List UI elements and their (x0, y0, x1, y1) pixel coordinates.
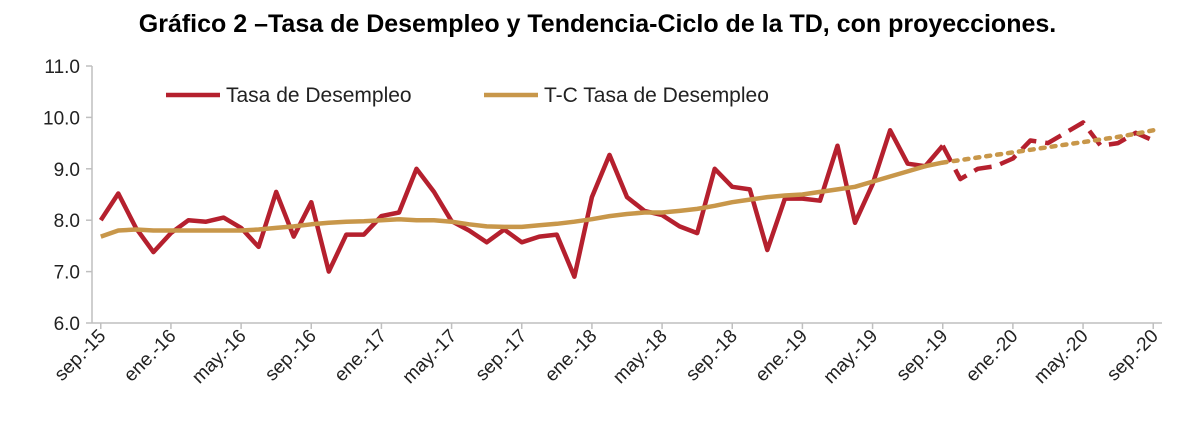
y-tick-label: 10.0 (43, 108, 80, 129)
legend-label-1: T-C Tasa de Desempleo (544, 84, 769, 107)
x-tick-label: may.-19 (820, 326, 882, 388)
x-tick-label: ene.-17 (331, 326, 391, 386)
x-tick-label: sep.-19 (893, 326, 953, 386)
x-tick-label: sep.-18 (682, 326, 742, 386)
y-tick-label: 6.0 (54, 314, 80, 335)
x-tick-label: ene.-18 (541, 326, 601, 386)
x-tick-label: may.-16 (188, 326, 250, 388)
chart-title: Gráfico 2 –Tasa de Desempleo y Tendencia… (138, 10, 1057, 38)
x-tick-label: sep.-17 (472, 326, 532, 386)
x-tick-label: may.-17 (399, 326, 461, 388)
y-tick-label: 9.0 (54, 160, 80, 181)
y-tick-label: 8.0 (54, 211, 80, 232)
x-tick-label: may.-20 (1030, 326, 1092, 388)
series-line-0 (98, 128, 945, 279)
y-tick-label: 11.0 (44, 57, 80, 78)
y-tick-label: 7.0 (54, 263, 80, 284)
series-line-2 (100, 160, 944, 239)
legend-label-0: Tasa de Desempleo (226, 84, 412, 107)
series-line-1 (940, 120, 1155, 182)
x-tick-label: sep.-16 (261, 326, 321, 386)
x-tick-label: ene.-16 (120, 326, 180, 386)
x-tick-label: may.-18 (609, 326, 671, 388)
x-tick-label: ene.-19 (752, 326, 812, 386)
x-tick-label: ene.-20 (962, 326, 1022, 386)
series-line-3 (940, 128, 1156, 165)
x-tick-label: sep.-20 (1103, 326, 1163, 386)
